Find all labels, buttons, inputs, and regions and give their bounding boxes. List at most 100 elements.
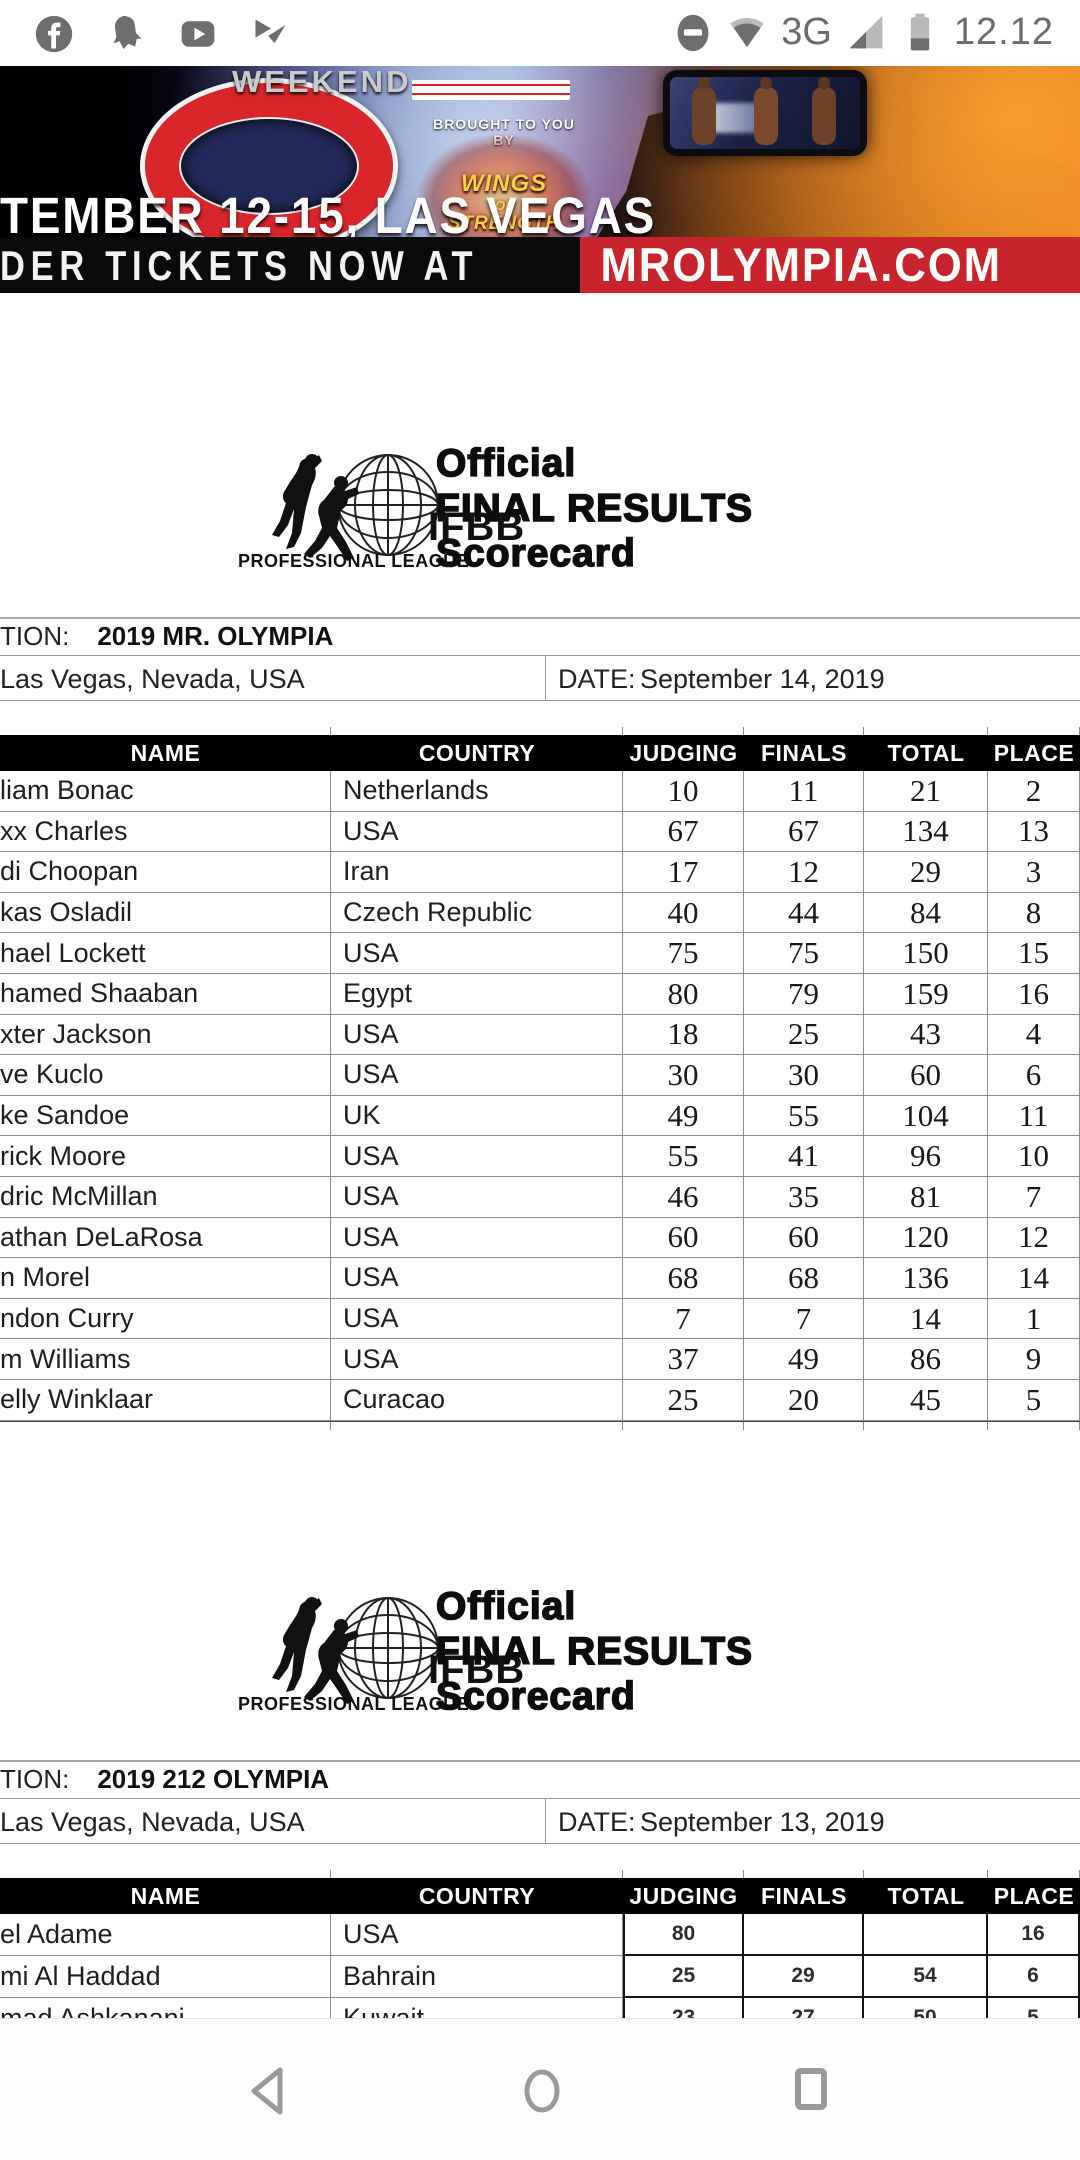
- table-row: hamed Shaaban Egypt 80 79 159 16: [0, 973, 1080, 1015]
- cell-total: 96: [864, 1136, 988, 1177]
- col-judging: JUDGING: [629, 1882, 738, 1909]
- cell-finals: 7: [744, 1298, 864, 1340]
- phone-photo: [663, 70, 867, 156]
- system-status-icons: 3G 12.12: [673, 10, 1054, 54]
- table-header: NAME COUNTRY JUDGING FINALS TOTAL PLACE: [0, 1878, 1080, 1914]
- cell-finals: 35: [744, 1176, 864, 1218]
- weekend-label: WEEKEND: [232, 66, 412, 99]
- cell-country: UK: [331, 1095, 623, 1137]
- cell-total: 21: [864, 771, 988, 812]
- cell-total: 43: [864, 1014, 988, 1056]
- cell-finals: 41: [744, 1136, 864, 1177]
- cell-country: Czech Republic: [331, 892, 623, 934]
- scorecard-mr-olympia: IFBB PROFESSIONAL LEAGUE Official FINAL …: [0, 441, 1080, 1437]
- table-row: hael Lockett USA 75 75 150 15: [0, 933, 1080, 974]
- cell-country: USA: [331, 1339, 623, 1380]
- cell-judging: 55: [623, 1136, 744, 1177]
- cell-place: 6: [988, 1956, 1080, 1998]
- bodybuilder-silhouette: [754, 77, 778, 145]
- title-line-official: Official: [435, 441, 577, 486]
- cell-place: 12: [988, 1217, 1080, 1259]
- cell-finals: 60: [744, 1217, 864, 1259]
- cell-place: 14: [988, 1258, 1080, 1299]
- table-body: liam Bonac Netherlands 10 11 21 2 xx Cha…: [0, 771, 1080, 1421]
- back-button[interactable]: [242, 2063, 298, 2119]
- competition-label: TION:: [0, 621, 70, 651]
- cell-finals: 29: [744, 1956, 864, 1998]
- cell-judging: 49: [623, 1095, 744, 1137]
- cell-finals: 68: [744, 1258, 864, 1299]
- notifications-bell-icon: [113, 15, 142, 50]
- cell-place: 8: [988, 892, 1080, 934]
- col-place: PLACE: [993, 1882, 1075, 1909]
- cell-total: 45: [864, 1379, 988, 1421]
- cell-finals: 12: [744, 852, 864, 893]
- cell-judging: 23: [623, 1998, 744, 2018]
- cell-finals: 11: [744, 771, 864, 812]
- col-name: NAME: [130, 739, 201, 766]
- competition-name: 2019 212 OLYMPIA: [97, 1764, 330, 1794]
- cell-judging: 25: [623, 1379, 744, 1421]
- cell-name: kas Osladil: [0, 892, 331, 934]
- mrolympia-link-box[interactable]: MROLYMPIA.COM: [580, 237, 1080, 293]
- table-row: ke Sandoe UK 49 55 104 11: [0, 1095, 1080, 1137]
- cell-judging: 30: [623, 1055, 744, 1096]
- android-navigation-bar: [0, 2019, 1080, 2160]
- col-total: TOTAL: [887, 739, 965, 766]
- cell-country: USA: [331, 1258, 623, 1299]
- table-row: m Williams USA 37 49 86 9: [0, 1339, 1080, 1380]
- divider: [0, 1798, 1080, 1799]
- professional-league-label: PROFESSIONAL LEAGUE: [238, 551, 470, 571]
- status-bar: 3G 12.12: [0, 0, 1080, 66]
- cell-country: USA: [331, 1914, 623, 1956]
- cell-finals: 75: [744, 933, 864, 974]
- table-row: elly Winklaar Curacao 25 20 45 5: [0, 1379, 1080, 1421]
- cell-finals: 49: [744, 1339, 864, 1380]
- cell-total: 54: [864, 1956, 988, 1998]
- cell-judging: 80: [623, 973, 744, 1015]
- title-line-scorecard: Scorecard: [435, 1674, 636, 1719]
- cell-place: 2: [988, 771, 1080, 812]
- cell-place: 1: [988, 1298, 1080, 1340]
- col-place: PLACE: [993, 739, 1075, 766]
- date-label: DATE:: [558, 1807, 636, 1837]
- scorecard-title: Official FINAL RESULTS Scorecard: [435, 1590, 753, 1719]
- col-total: TOTAL: [887, 1882, 965, 1909]
- recents-button[interactable]: [786, 2063, 842, 2119]
- cell-total: 84: [864, 892, 988, 934]
- divider: [0, 1760, 1080, 1762]
- location-date-row: Las Vegas, Nevada, USA DATE: September 1…: [0, 656, 1080, 700]
- tickets-bar: DER TICKETS NOW AT: [0, 237, 580, 293]
- divider: [0, 655, 1080, 656]
- cell-place: 11: [988, 1095, 1080, 1137]
- cell-country: USA: [331, 811, 623, 853]
- cell-place: 13: [988, 811, 1080, 853]
- cell-place: 7: [988, 1176, 1080, 1218]
- col-country: COUNTRY: [418, 739, 536, 766]
- cell-place: 9: [988, 1339, 1080, 1380]
- olympia-banner-ad[interactable]: WEEKEND BROUGHT TO YOU BY WINGS OF STREN…: [0, 66, 1080, 293]
- cell-total: 104: [864, 1095, 988, 1137]
- col-finals: FINALS: [760, 739, 848, 766]
- divider: [0, 1843, 1080, 1844]
- competition-label: TION:: [0, 1764, 70, 1794]
- cell-judging: 60: [623, 1217, 744, 1259]
- cell-judging: 37: [623, 1339, 744, 1380]
- bodybuilder-silhouette: [812, 77, 836, 145]
- play-protect-check-icon: [255, 19, 286, 44]
- divider: [0, 617, 1080, 619]
- table-row: dric McMillan USA 46 35 81 7: [0, 1176, 1080, 1218]
- home-button[interactable]: [514, 2063, 570, 2119]
- cell-country: Bahrain: [331, 1956, 623, 1998]
- cell-total: 159: [864, 973, 988, 1015]
- table-row: xter Jackson USA 18 25 43 4: [0, 1014, 1080, 1056]
- cell-name: dric McMillan: [0, 1176, 331, 1218]
- cell-name: ke Sandoe: [0, 1095, 331, 1137]
- cell-name: liam Bonac: [0, 771, 331, 812]
- cell-country: Curacao: [331, 1379, 623, 1421]
- cell-country: Netherlands: [331, 771, 623, 812]
- battery-icon: [910, 13, 930, 51]
- cell-total: 134: [864, 811, 988, 853]
- table-row: rick Moore USA 55 41 96 10: [0, 1136, 1080, 1177]
